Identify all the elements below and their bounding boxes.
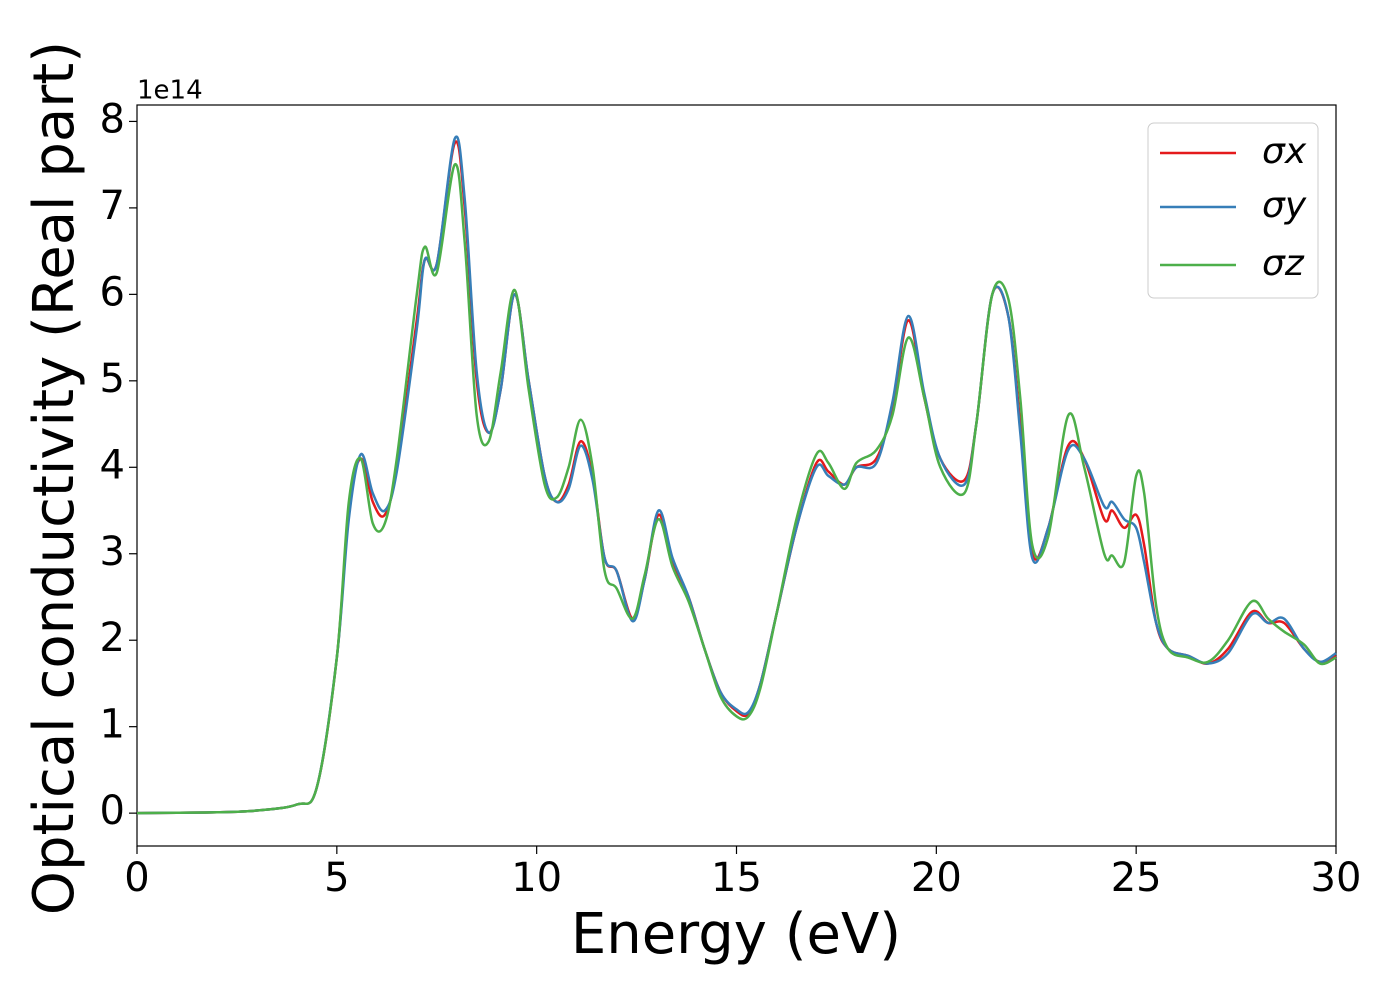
legend-label: σy: [1262, 185, 1307, 226]
x-tick-label: 10: [511, 855, 562, 901]
x-tick-label: 30: [1311, 855, 1362, 901]
x-tick-label: 20: [911, 855, 962, 901]
y-axis-label: Optical conductivity (Real part): [22, 41, 87, 915]
y-multiplier: 1e14: [137, 76, 203, 106]
y-tick-label: 3: [100, 529, 125, 575]
y-tick-label: 0: [100, 788, 125, 834]
y-tick-label: 1: [100, 702, 125, 748]
x-tick-label: 25: [1111, 855, 1162, 901]
legend-label: σz: [1262, 243, 1305, 284]
y-tick-label: 8: [100, 96, 125, 142]
x-tick-label: 15: [711, 855, 762, 901]
x-tick-label: 5: [324, 855, 349, 901]
legend-label: σx: [1262, 131, 1307, 172]
x-axis-label: Energy (eV): [571, 902, 901, 967]
y-tick-label: 7: [100, 183, 125, 229]
y-tick-label: 6: [100, 269, 125, 315]
x-tick-label: 0: [124, 855, 149, 901]
y-tick-label: 2: [100, 615, 125, 661]
legend-box: [1147, 122, 1319, 299]
y-tick-label: 4: [100, 442, 125, 488]
series-line: [136, 135, 1337, 815]
series-line: [136, 163, 1337, 815]
y-tick-label: 5: [100, 356, 125, 402]
